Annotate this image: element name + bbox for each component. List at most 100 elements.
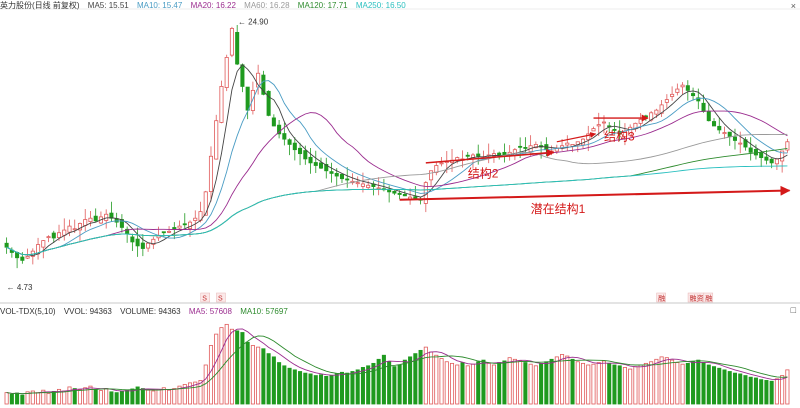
candle-body bbox=[41, 240, 46, 248]
volume-bar bbox=[439, 358, 444, 405]
volume-bar bbox=[560, 354, 565, 405]
volume-bar bbox=[41, 389, 46, 405]
volume-bar bbox=[502, 360, 507, 405]
candle-body bbox=[711, 121, 717, 127]
volume-bar bbox=[151, 390, 156, 405]
close-icon[interactable]: × bbox=[790, 1, 796, 11]
candle-body bbox=[345, 178, 350, 181]
volume-bar bbox=[334, 373, 339, 405]
volume-bar bbox=[444, 361, 449, 405]
volume-bar bbox=[748, 376, 753, 405]
candle-body bbox=[219, 86, 224, 123]
candle-body bbox=[738, 142, 743, 145]
potential-structure-1-arrow bbox=[399, 185, 791, 201]
volume-bar bbox=[224, 323, 229, 405]
candle-body bbox=[88, 217, 93, 223]
legend-ma5: MA5: 15.51 bbox=[87, 1, 129, 10]
volume-bar bbox=[601, 360, 607, 405]
candle-body bbox=[748, 147, 753, 153]
low-label: ← 4.73 bbox=[7, 283, 33, 292]
candle-body bbox=[56, 232, 62, 238]
volume-bar bbox=[114, 392, 119, 405]
candle-body bbox=[214, 120, 219, 160]
candle-body bbox=[235, 31, 240, 65]
maximize-icon[interactable]: □ bbox=[790, 305, 796, 315]
volume-bar bbox=[785, 369, 790, 405]
event-marker: S bbox=[218, 296, 223, 303]
candle-body bbox=[675, 88, 680, 93]
volume-bar bbox=[25, 391, 30, 405]
candle-body bbox=[612, 129, 617, 131]
volume-bar bbox=[30, 390, 35, 405]
volume-bar bbox=[769, 380, 774, 405]
volume-bar bbox=[580, 362, 586, 405]
candle-body bbox=[727, 131, 732, 137]
volume-bar bbox=[397, 364, 402, 405]
volume-bar bbox=[329, 375, 334, 405]
volume-bar bbox=[198, 380, 203, 405]
candle-body bbox=[638, 118, 643, 124]
volume-bar bbox=[46, 393, 51, 405]
event-marker-box bbox=[656, 292, 666, 303]
candle-body bbox=[292, 142, 297, 151]
candle-body bbox=[4, 242, 9, 248]
candle-body bbox=[785, 141, 790, 151]
candle-body bbox=[691, 93, 696, 97]
candle-body bbox=[77, 223, 83, 231]
volume-bar bbox=[350, 371, 355, 405]
volume-bar bbox=[250, 345, 255, 405]
candle-body bbox=[187, 221, 193, 229]
volume-bar bbox=[706, 364, 711, 405]
volume-bar bbox=[596, 362, 601, 405]
legend-ma120: MA120: 17.71 bbox=[297, 1, 348, 10]
candle-body bbox=[717, 125, 722, 131]
volume-bar bbox=[62, 390, 67, 405]
candle-body bbox=[167, 230, 172, 233]
volume-bar bbox=[696, 359, 701, 405]
candle-body bbox=[25, 256, 30, 259]
volume-bar bbox=[753, 377, 758, 405]
candle-body bbox=[146, 242, 151, 249]
candle-body bbox=[318, 162, 324, 169]
candle-body bbox=[20, 256, 25, 261]
volume-bar bbox=[449, 362, 455, 405]
legend-ma20: MA20: 16.22 bbox=[190, 1, 236, 10]
candle-body bbox=[266, 90, 271, 116]
candle-body bbox=[329, 171, 334, 174]
candle-body bbox=[172, 227, 177, 230]
volume-bar bbox=[691, 361, 696, 405]
volume-bar bbox=[77, 389, 83, 405]
ma5-line bbox=[6, 63, 788, 257]
candle-body bbox=[392, 190, 397, 194]
candle-body bbox=[324, 163, 329, 172]
potential-structure-1-label: 潜在结构1 bbox=[531, 201, 586, 216]
legend-ma250: MA250: 16.50 bbox=[355, 1, 406, 10]
volume-bar bbox=[680, 363, 685, 405]
volume-bar bbox=[486, 362, 491, 405]
candle-body bbox=[533, 144, 538, 149]
candle-body bbox=[72, 228, 77, 231]
candle-body bbox=[104, 213, 109, 221]
candle-body bbox=[523, 147, 528, 149]
candle-body bbox=[591, 128, 596, 132]
volume-bar bbox=[570, 358, 575, 405]
volume-bar bbox=[711, 366, 717, 405]
structure-3-label: 结构3 bbox=[604, 128, 635, 143]
candle-body bbox=[476, 153, 481, 157]
candle-body bbox=[491, 153, 496, 157]
volume-bar bbox=[140, 388, 145, 405]
volume-bar bbox=[51, 391, 56, 405]
volume-bar bbox=[518, 360, 523, 405]
candle-body bbox=[151, 238, 156, 245]
candle-body bbox=[271, 117, 276, 127]
ma20-line bbox=[6, 110, 788, 256]
ma60-line bbox=[6, 133, 788, 256]
candle-body bbox=[387, 190, 392, 193]
candles-group bbox=[4, 24, 790, 269]
candle-body bbox=[208, 155, 214, 192]
volume-bar bbox=[298, 371, 303, 405]
event-marker-box bbox=[200, 292, 210, 303]
candle-body bbox=[161, 231, 166, 234]
volume-bar bbox=[413, 353, 418, 405]
